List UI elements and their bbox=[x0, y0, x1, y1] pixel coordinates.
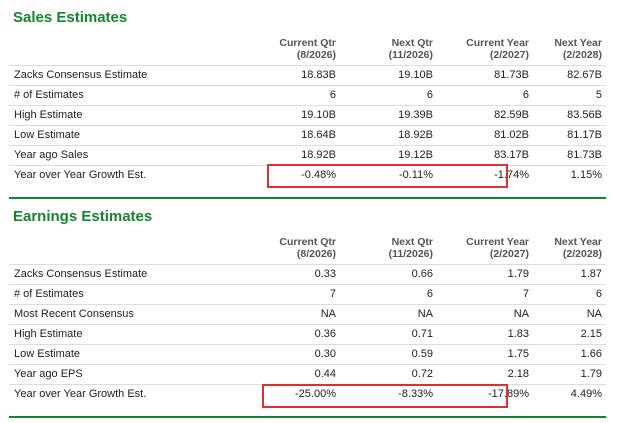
table-cell: -25.00% bbox=[238, 383, 340, 404]
table-cell: 6 bbox=[340, 84, 437, 105]
table-cell: 19.10B bbox=[238, 104, 340, 125]
table-cell: 7 bbox=[238, 283, 340, 304]
table-cell: -1.74% bbox=[437, 164, 533, 185]
row-label: # of Estimates bbox=[9, 84, 238, 105]
row-label: Year over Year Growth Est. bbox=[9, 164, 238, 185]
row-label: Year over Year Growth Est. bbox=[9, 383, 238, 404]
table-cell: 1.83 bbox=[437, 323, 533, 344]
row-label: Zacks Consensus Estimate bbox=[9, 263, 238, 284]
table-cell: 83.17B bbox=[437, 144, 533, 165]
table-row: # of Estimates 6 6 6 5 bbox=[9, 84, 606, 105]
section-divider bbox=[9, 197, 606, 199]
table-cell: -8.33% bbox=[340, 383, 437, 404]
table-cell: 0.44 bbox=[238, 363, 340, 384]
table-cell: 18.92B bbox=[238, 144, 340, 165]
table-cell: 6 bbox=[238, 84, 340, 105]
column-header-next-year: Next Year (2/2028) bbox=[554, 36, 602, 61]
row-label: Year ago Sales bbox=[9, 144, 238, 165]
table-row: Low Estimate 18.64B 18.92B 81.02B 81.17B bbox=[9, 124, 606, 145]
table-cell: 0.66 bbox=[340, 263, 437, 284]
table-cell: 18.83B bbox=[238, 64, 340, 85]
table-cell: 2.18 bbox=[437, 363, 533, 384]
sales-estimates-title: Sales Estimates bbox=[13, 9, 128, 26]
table-cell: 6 bbox=[533, 283, 606, 304]
table-cell: -17.89% bbox=[437, 383, 533, 404]
table-cell: 82.67B bbox=[533, 64, 606, 85]
table-cell: NA bbox=[238, 303, 340, 324]
table-cell: 6 bbox=[340, 283, 437, 304]
table-cell: 1.15% bbox=[533, 164, 606, 185]
table-cell: NA bbox=[533, 303, 606, 324]
table-row: High Estimate 0.36 0.71 1.83 2.15 bbox=[9, 323, 606, 344]
table-cell: 1.79 bbox=[533, 363, 606, 384]
column-header-next-qtr: Next Qtr (11/2026) bbox=[388, 36, 433, 61]
table-row: Low Estimate 0.30 0.59 1.75 1.66 bbox=[9, 343, 606, 364]
row-label: High Estimate bbox=[9, 323, 238, 344]
table-row: High Estimate 19.10B 19.39B 82.59B 83.56… bbox=[9, 104, 606, 125]
table-cell: 81.73B bbox=[533, 144, 606, 165]
table-cell: 19.12B bbox=[340, 144, 437, 165]
table-row: Year ago EPS 0.44 0.72 2.18 1.79 bbox=[9, 363, 606, 384]
table-cell: 1.87 bbox=[533, 263, 606, 284]
table-cell: 4.49% bbox=[533, 383, 606, 404]
row-label: Most Recent Consensus bbox=[9, 303, 238, 324]
table-cell: 81.73B bbox=[437, 64, 533, 85]
table-cell: 82.59B bbox=[437, 104, 533, 125]
table-row: Year over Year Growth Est. -25.00% -8.33… bbox=[9, 383, 606, 404]
table-cell: 18.92B bbox=[340, 124, 437, 145]
row-label: Low Estimate bbox=[9, 124, 238, 145]
table-cell: 0.71 bbox=[340, 323, 437, 344]
header-spacer bbox=[9, 33, 238, 65]
table-cell: 81.02B bbox=[437, 124, 533, 145]
header-spacer bbox=[9, 232, 238, 264]
table-row: Year ago Sales 18.92B 19.12B 83.17B 81.7… bbox=[9, 144, 606, 165]
table-cell: 0.59 bbox=[340, 343, 437, 364]
table-row: Year over Year Growth Est. -0.48% -0.11%… bbox=[9, 164, 606, 185]
table-cell: 1.75 bbox=[437, 343, 533, 364]
table-cell: 6 bbox=[437, 84, 533, 105]
table-cell: 0.72 bbox=[340, 363, 437, 384]
table-row: # of Estimates 7 6 7 6 bbox=[9, 283, 606, 304]
table-cell: -0.11% bbox=[340, 164, 437, 185]
column-header-current-qtr: Current Qtr (8/2026) bbox=[279, 36, 336, 61]
table-cell: 83.56B bbox=[533, 104, 606, 125]
table-row: Zacks Consensus Estimate 18.83B 19.10B 8… bbox=[9, 64, 606, 85]
table-cell: 19.39B bbox=[340, 104, 437, 125]
sales-estimates-table: Current Qtr (8/2026) Next Qtr (11/2026) Cu… bbox=[9, 33, 606, 185]
table-row: Zacks Consensus Estimate 0.33 0.66 1.79 … bbox=[9, 263, 606, 284]
row-label: Zacks Consensus Estimate bbox=[9, 64, 238, 85]
row-label: Low Estimate bbox=[9, 343, 238, 364]
table-cell: 1.79 bbox=[437, 263, 533, 284]
table-cell: 0.36 bbox=[238, 323, 340, 344]
table-cell: 81.17B bbox=[533, 124, 606, 145]
table-cell: 7 bbox=[437, 283, 533, 304]
table-cell: NA bbox=[340, 303, 437, 324]
table-cell: 1.66 bbox=[533, 343, 606, 364]
table-cell: 0.33 bbox=[238, 263, 340, 284]
column-header-current-year: Current Year (2/2027) bbox=[466, 36, 529, 61]
row-label: # of Estimates bbox=[9, 283, 238, 304]
table-row: Most Recent Consensus NA NA NA NA bbox=[9, 303, 606, 324]
table-cell: 0.30 bbox=[238, 343, 340, 364]
column-header-next-year: Next Year (2/2028) bbox=[554, 235, 602, 260]
earnings-estimates-title: Earnings Estimates bbox=[13, 208, 153, 225]
table-cell: 19.10B bbox=[340, 64, 437, 85]
table-cell: 18.64B bbox=[238, 124, 340, 145]
section-divider bbox=[9, 416, 606, 418]
row-label: Year ago EPS bbox=[9, 363, 238, 384]
column-header-next-qtr: Next Qtr (11/2026) bbox=[388, 235, 433, 260]
table-cell: -0.48% bbox=[238, 164, 340, 185]
column-header-current-year: Current Year (2/2027) bbox=[466, 235, 529, 260]
column-header-current-qtr: Current Qtr (8/2026) bbox=[279, 235, 336, 260]
row-label: High Estimate bbox=[9, 104, 238, 125]
earnings-estimates-table: Current Qtr (8/2026) Next Qtr (11/2026) Cu… bbox=[9, 232, 606, 404]
table-cell: 2.15 bbox=[533, 323, 606, 344]
table-cell: NA bbox=[437, 303, 533, 324]
table-cell: 5 bbox=[533, 84, 606, 105]
